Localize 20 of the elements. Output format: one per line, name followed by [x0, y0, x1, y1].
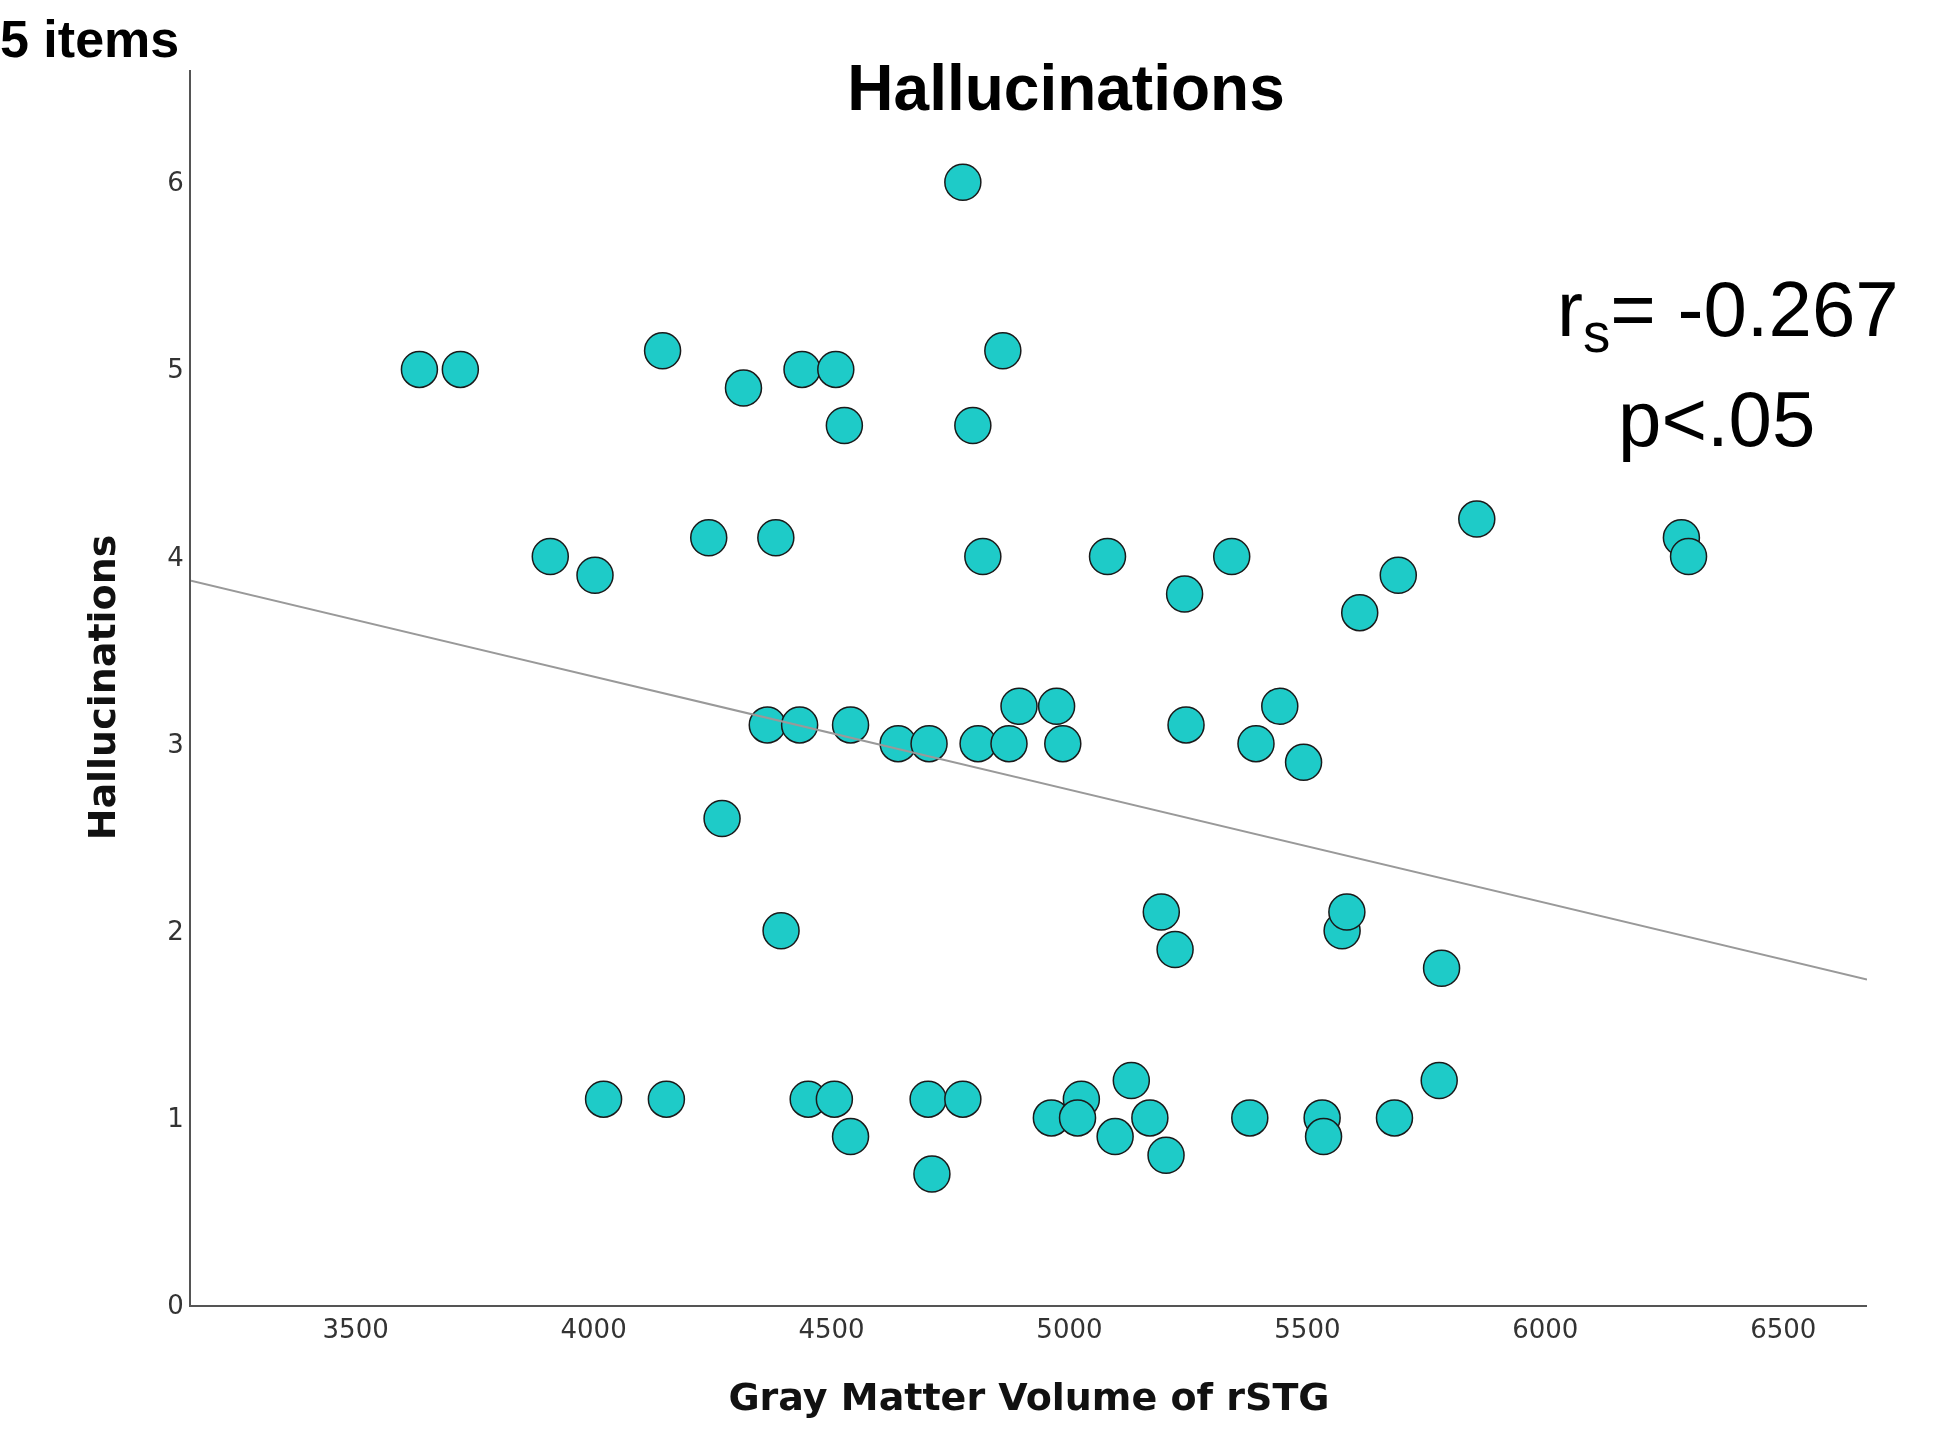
text: 5 items: [0, 10, 180, 68]
y-tick-label: 5: [167, 354, 184, 385]
y-tick-label: 0: [167, 1290, 184, 1321]
x-axis-title: Gray Matter Volume of rSTG: [728, 1374, 1330, 1419]
annotation: p<.05: [1618, 375, 1816, 463]
x-tick-label: 3500: [322, 1314, 389, 1345]
x-tick-label: 5500: [1274, 1314, 1341, 1345]
x-tick-label: 4000: [560, 1314, 627, 1345]
x-tick-label: 5000: [1036, 1314, 1103, 1345]
y-tick-label: 6: [167, 167, 184, 198]
x-tick-label: 4500: [798, 1314, 865, 1345]
x-tick-label: 6000: [1512, 1314, 1579, 1345]
annotation: r$_{s}$= -0.267: [1557, 265, 1899, 365]
chart-title: Hallucinations: [847, 52, 1285, 125]
y-tick-label: 2: [167, 915, 184, 946]
y-tick-label: 1: [167, 1102, 184, 1133]
y-tick-label: 4: [167, 541, 184, 572]
y-axis-title: Hallucinations: [79, 534, 124, 841]
x-tick-label: 6500: [1750, 1314, 1817, 1345]
y-tick-label: 3: [167, 728, 184, 759]
